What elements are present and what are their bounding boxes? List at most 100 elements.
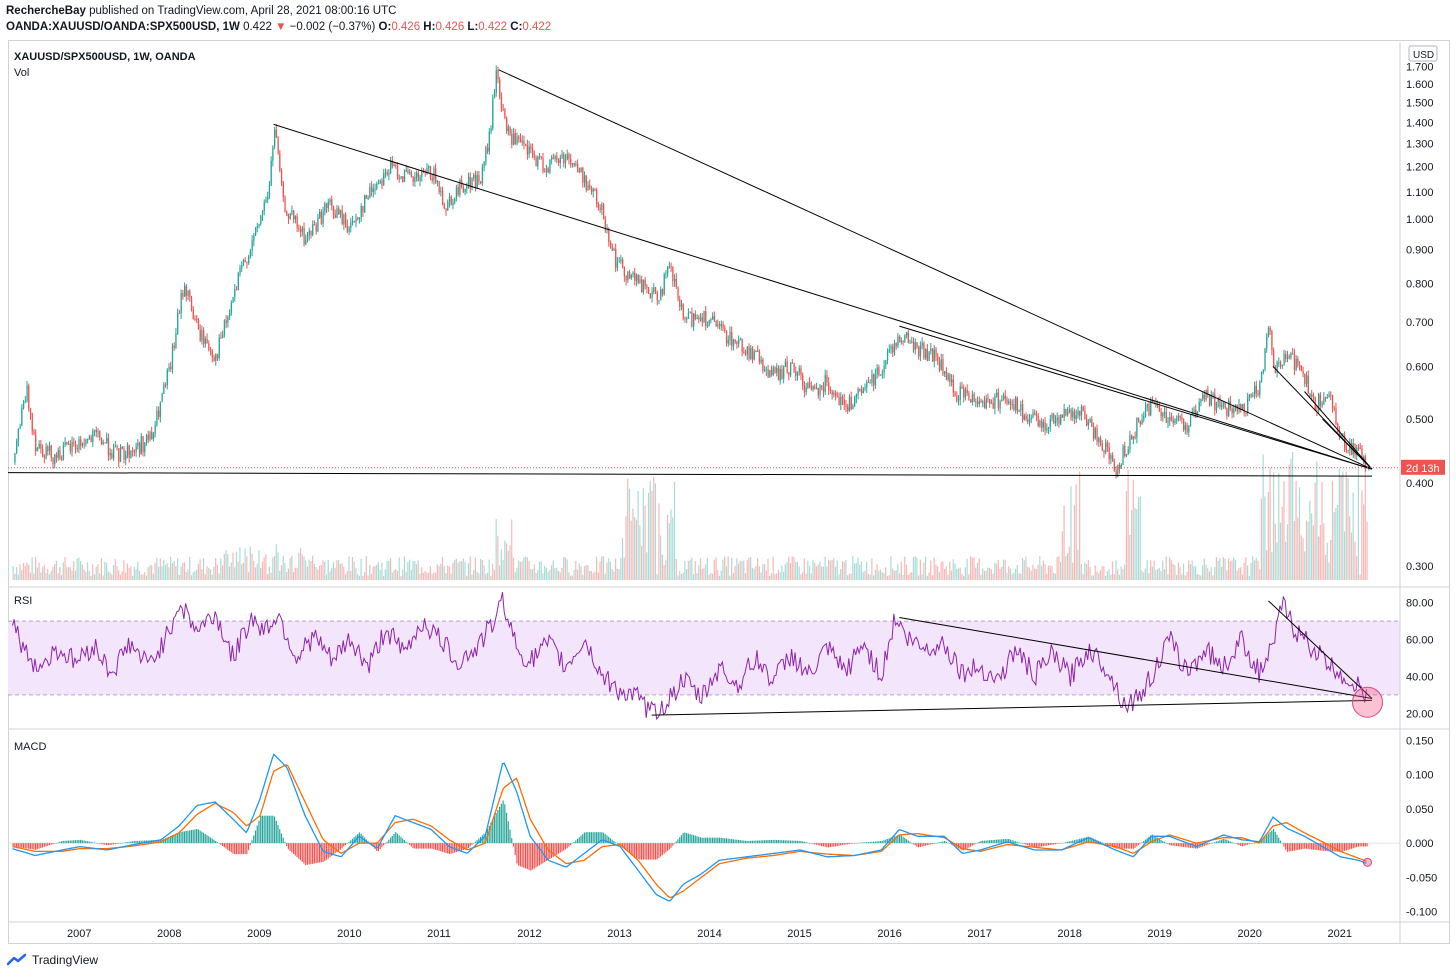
volume-bar [370,573,373,580]
down-arrow-icon: ▼ [275,21,287,33]
price-pane[interactable]: XAUUSD/SPX500USD, 1W, OANDAVolUSD1.7001.… [7,45,1445,580]
volume-bar [1245,557,1247,580]
macd-histogram-bar [183,831,186,844]
time-axis[interactable]: 2007 2008 2009 2010 2011 2012 2013 2014 2015 2016… [67,928,1352,940]
macd-histogram-bar [277,824,279,844]
volume-bar [1215,557,1218,580]
macd-histogram-bar [464,843,466,850]
macd-histogram-bar [60,841,63,844]
macd-histogram-bar [940,841,942,844]
macd-histogram-bar [102,843,104,845]
tradingview-logo-icon[interactable] [6,953,28,967]
candle-body [227,316,229,323]
candle-body [1082,407,1084,411]
candle-body [909,342,911,344]
macd-histogram-bar [1013,840,1015,844]
macd-histogram-bar [414,843,416,849]
volume-bar [1111,561,1114,580]
candle-body [750,347,752,359]
candle-body [734,339,736,342]
macd-histogram-bar [190,830,193,844]
candle-body [947,374,949,380]
macd-histogram-bar [921,843,923,847]
macd-histogram-bar [592,832,594,844]
candle-body [1125,453,1128,457]
macd-histogram-bar [118,843,120,844]
candle-body [869,382,871,384]
candle-body [317,217,319,232]
volume-bar [298,552,300,580]
macd-tick-label: -0.100 [1406,907,1437,919]
macd-histogram-bar [1316,843,1318,851]
macd-histogram-bar [963,843,965,851]
candle-body [1305,375,1308,384]
macd-histogram-bar [1279,840,1282,844]
candle-body [1049,418,1051,427]
macd-histogram-bar [933,843,935,844]
candle-body [857,388,859,395]
candle-body [348,227,350,232]
candle-body [1079,410,1081,416]
volume-bar [831,560,833,580]
volume-bar [1229,561,1231,580]
macd-histogram-bar [1047,843,1050,846]
volume-bar [1227,558,1230,580]
volume-bar [428,572,430,580]
volume-bar [817,564,819,580]
volume-bar [357,574,359,580]
macd-histogram-bar [576,838,579,844]
volume-bar [1212,575,1214,580]
volume-bar [672,517,674,580]
volume-bar [246,556,248,580]
candle-body [237,273,239,290]
candle-body [402,176,404,182]
volume-bar [736,558,738,580]
candle-body [410,172,413,178]
candle-body [570,159,572,165]
candle-body [556,156,558,161]
candle-body [61,458,63,460]
candle-body [379,180,381,184]
volume-bar [208,567,210,580]
candle-body [696,317,698,320]
macd-histogram-bar [1169,843,1171,846]
candle-body [1228,401,1230,416]
macd-histogram-bar [808,843,811,844]
footer-brand[interactable]: TradingView [32,953,99,967]
candle-body [1044,422,1046,431]
candle-body [963,387,965,398]
macd-histogram-bar [909,841,911,844]
volume-bar [649,480,651,580]
macd-histogram-bar [1053,843,1055,845]
macd-histogram-bar [26,843,28,849]
candle-body [686,318,688,320]
author-name[interactable]: RechercheBay [6,5,86,17]
volume-bar [663,564,665,580]
volume-bar [686,568,688,580]
macd-histogram-bar [926,843,928,846]
volume-bar [762,564,764,580]
volume-bar [118,570,120,580]
volume-bar [38,562,40,580]
candle-body [748,346,750,359]
volume-bar [329,571,331,580]
candle-body [890,346,892,350]
volume-bar [604,573,606,580]
macd-histogram-bar [821,843,823,847]
macd-histogram-bar [691,834,693,844]
macd-histogram-bar [1167,843,1169,845]
candle-body [796,371,799,377]
macd-histogram-bar [907,840,909,844]
volume-bar [260,568,262,580]
volume-bar [121,571,123,580]
volume-bar [1059,562,1062,580]
candle-body [419,176,421,182]
volume-bar [164,565,167,580]
volume-bar [582,575,584,580]
volume-bar [1077,549,1079,580]
volume-bar [592,573,594,580]
candle-body [1252,395,1254,397]
